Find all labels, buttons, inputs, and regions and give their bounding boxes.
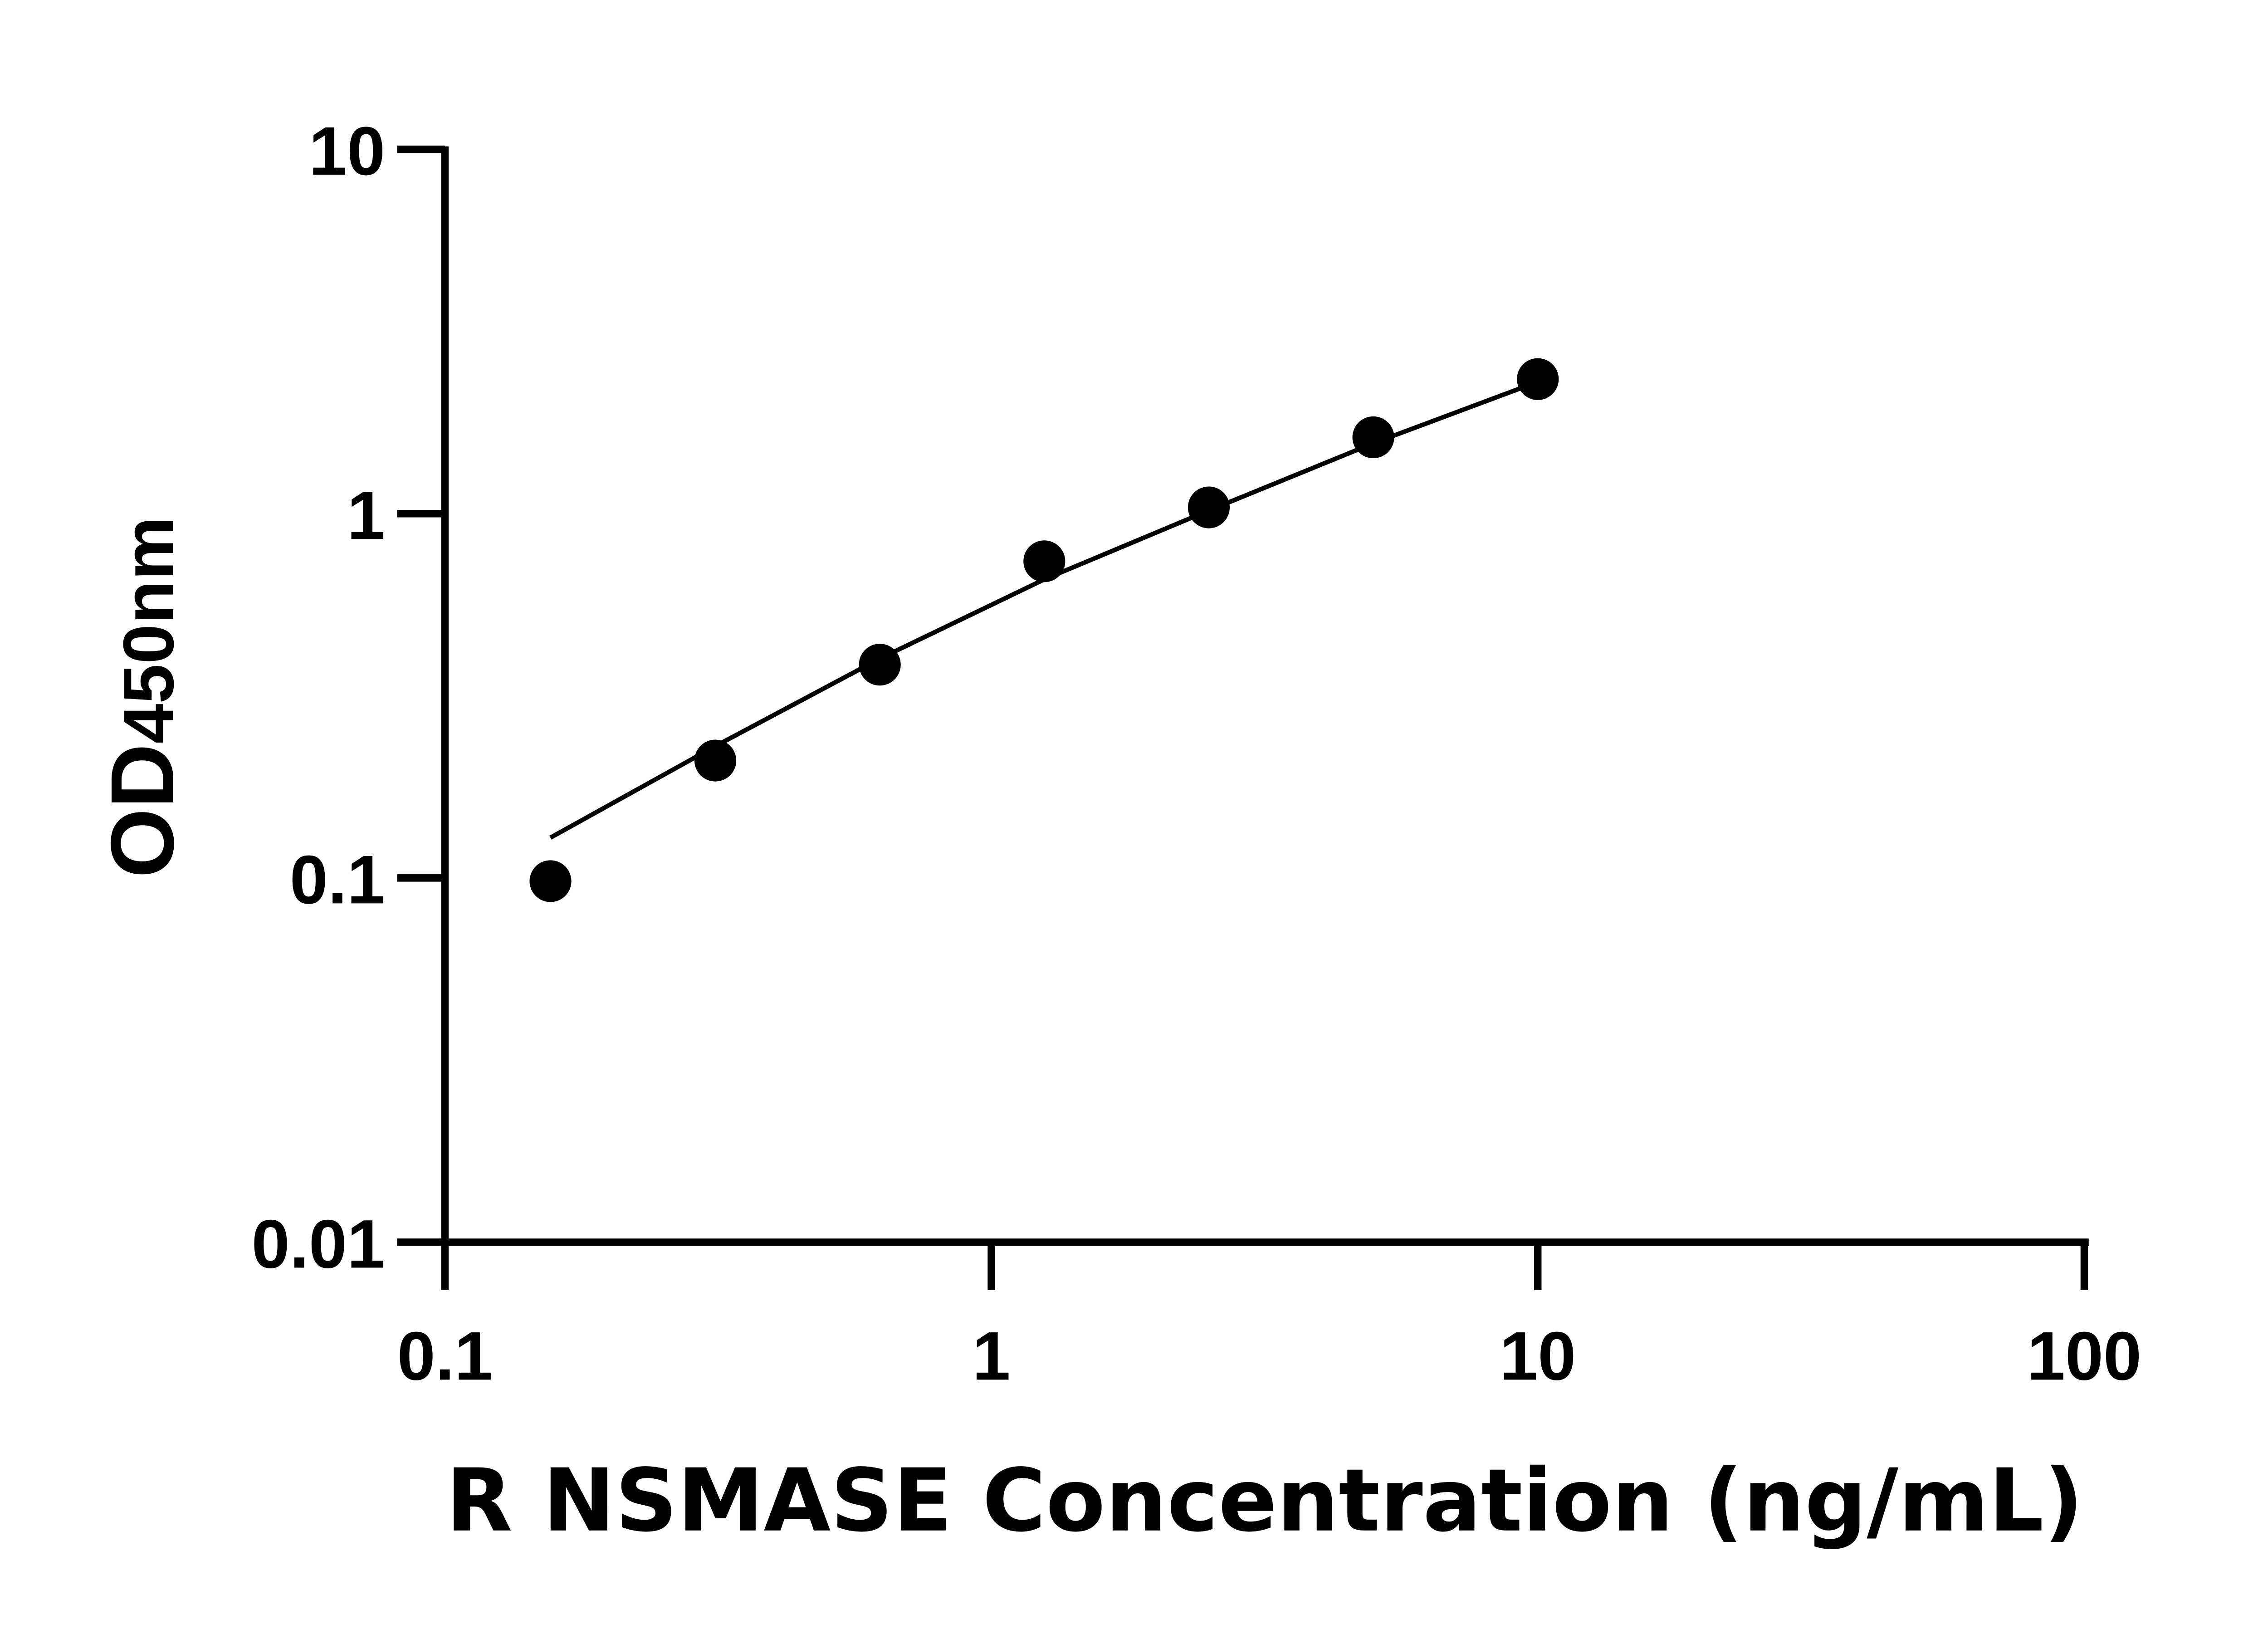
x-tick-label: 100	[2027, 1318, 2142, 1394]
y-axis-label-main: OD	[92, 744, 192, 878]
data-point	[1352, 416, 1394, 459]
data-point	[1517, 358, 1559, 400]
x-tick-label: 0.1	[397, 1318, 493, 1394]
y-tick-label: 0.1	[290, 841, 385, 918]
y-tick-label: 1	[347, 477, 385, 554]
y-axis-label-sub: 450nm	[109, 517, 189, 744]
data-point	[1188, 486, 1230, 528]
data-point	[859, 644, 901, 686]
x-tick-label: 10	[1500, 1318, 1576, 1394]
y-axis-label: OD450nm	[92, 517, 192, 878]
data-point	[1023, 540, 1066, 582]
x-tick-label: 1	[972, 1318, 1010, 1394]
data-point	[529, 860, 572, 902]
y-tick-label: 10	[309, 113, 385, 190]
x-axis-label: R NSMASE Concentration (ng/mL)	[446, 1451, 2083, 1551]
data-point	[694, 739, 737, 782]
y-tick-label: 0.01	[252, 1206, 386, 1282]
axes	[397, 146, 2089, 1247]
